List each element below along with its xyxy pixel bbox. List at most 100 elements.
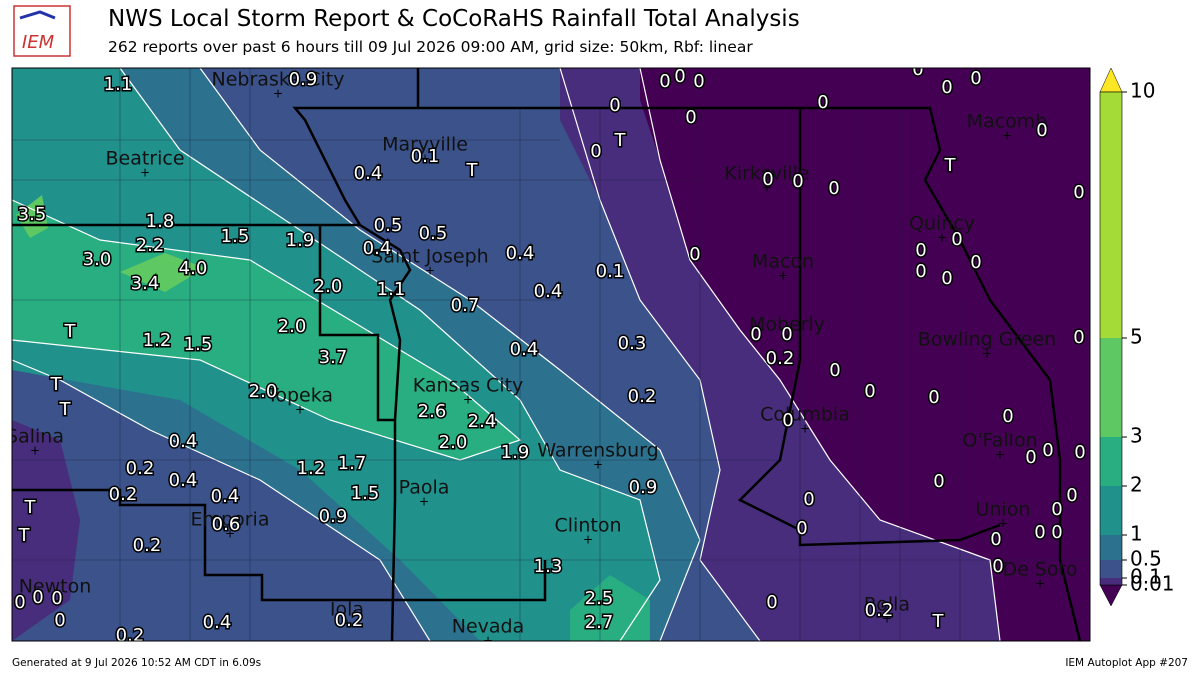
city-marker: + xyxy=(420,152,430,166)
report-value: 0 xyxy=(990,529,1001,550)
report-value: 0 xyxy=(762,169,773,190)
colorbar-tick-label: 10 xyxy=(1130,79,1155,103)
report-value: 0 xyxy=(1002,406,1013,427)
title: NWS Local Storm Report & CoCoRaHS Rainfa… xyxy=(108,6,800,32)
report-value: 1.1 xyxy=(104,74,133,95)
report-value: 0 xyxy=(1051,499,1062,520)
city-name: Nebraska City xyxy=(212,69,345,91)
report-value: 0 xyxy=(912,59,923,80)
city-marker: + xyxy=(483,634,493,648)
city-name: Iola xyxy=(330,599,364,621)
report-value: 4.0 xyxy=(179,258,208,279)
city-name: Kirksville xyxy=(724,163,809,185)
report-value: 0.4 xyxy=(363,238,392,259)
report-value: 0 xyxy=(1066,485,1077,506)
report-value: 0 xyxy=(674,66,685,87)
state-border xyxy=(359,223,412,641)
city-name: Beatrice xyxy=(105,148,184,170)
contour-line xyxy=(199,68,701,641)
report-value: 0 xyxy=(915,261,926,282)
report-value: 0 xyxy=(817,92,828,113)
city-marker: + xyxy=(1002,129,1012,143)
report-value: 0 xyxy=(933,471,944,492)
report-value: 0.5 xyxy=(419,223,448,244)
city-name: Kansas City xyxy=(413,375,524,397)
report-value: 0 xyxy=(590,141,601,162)
colorbar-segment xyxy=(1100,560,1122,578)
report-value: 0.2 xyxy=(766,348,795,369)
report-value: 0 xyxy=(828,178,839,199)
report-value: 0 xyxy=(970,68,981,89)
report-value: 0.4 xyxy=(510,339,539,360)
report-value: T xyxy=(64,321,77,342)
logo-text: IEM xyxy=(22,32,55,53)
contour-fill xyxy=(570,575,650,641)
report-value: 0.1 xyxy=(596,261,625,282)
city-marker: + xyxy=(419,495,429,509)
report-value: 1.7 xyxy=(338,453,367,474)
city-name: Salina xyxy=(6,426,64,448)
city-marker: + xyxy=(762,181,772,195)
report-value: 0.9 xyxy=(289,69,318,90)
state-border xyxy=(923,179,1082,641)
report-value: 0 xyxy=(803,489,814,510)
report-value: 1.5 xyxy=(184,334,213,355)
contour-fill xyxy=(16,195,48,238)
city-marker: + xyxy=(882,612,892,626)
report-value: 2.2 xyxy=(136,235,165,256)
report-value: 0.4 xyxy=(354,163,383,184)
city-name: Macon xyxy=(752,251,814,273)
city-name: Bowling Green xyxy=(918,329,1056,351)
report-value: 0.1 xyxy=(411,146,440,167)
report-value: 0 xyxy=(915,240,926,261)
logo-icon xyxy=(19,10,56,20)
colorbar-segment xyxy=(1100,578,1122,585)
report-value: 0 xyxy=(782,410,793,431)
report-value: 0.2 xyxy=(628,386,657,407)
city-name: Union xyxy=(976,499,1031,521)
report-value: T xyxy=(614,130,627,151)
state-border xyxy=(12,106,942,227)
colorbar-tick-label: 0.01 xyxy=(1130,572,1175,596)
report-value: 0 xyxy=(1051,522,1062,543)
report-value: 2.7 xyxy=(585,612,614,633)
report-value: 0 xyxy=(941,268,952,289)
report-value: 0.2 xyxy=(133,535,162,556)
report-value: T xyxy=(50,374,63,395)
footer-right: IEM Autoplot App #207 xyxy=(1065,657,1188,669)
contour-fill xyxy=(120,253,205,292)
city-name: Topeka xyxy=(266,385,333,407)
report-value: 0 xyxy=(941,77,952,98)
report-value: 0.2 xyxy=(335,610,364,631)
city-marker: + xyxy=(463,393,473,407)
report-value: 0.2 xyxy=(109,484,138,505)
report-value: 0.9 xyxy=(319,506,348,527)
report-value: 0 xyxy=(829,360,840,381)
report-value: 0 xyxy=(928,387,939,408)
city-marker: + xyxy=(778,269,788,283)
report-value: 0.4 xyxy=(534,281,563,302)
city-name: Nevada xyxy=(452,616,525,638)
report-value: 0.7 xyxy=(451,295,480,316)
report-value: 0 xyxy=(693,71,704,92)
report-value: 0.4 xyxy=(169,431,198,452)
report-value: 0.6 xyxy=(212,514,241,535)
report-value: 0.4 xyxy=(211,486,240,507)
city-marker: + xyxy=(225,527,235,541)
report-value: T xyxy=(466,160,479,181)
city-marker: + xyxy=(1035,577,1045,591)
report-value: 2.5 xyxy=(585,588,614,609)
office-border xyxy=(318,225,395,422)
footer-left: Generated at 9 Jul 2026 10:52 AM CDT in … xyxy=(12,657,261,669)
report-value: 0 xyxy=(1073,327,1084,348)
city-name: Quincy xyxy=(909,213,975,235)
report-value: 0 xyxy=(1074,442,1085,463)
report-value: 0 xyxy=(864,381,875,402)
report-value: 0 xyxy=(766,592,777,613)
report-value: 0.5 xyxy=(374,215,403,236)
labels: Nebraska City+Beatrice+Maryville+Saint J… xyxy=(6,59,1087,648)
city-name: Emporia xyxy=(191,509,270,531)
city-name: Warrensburg xyxy=(537,440,658,462)
city-name: Clinton xyxy=(555,515,622,537)
